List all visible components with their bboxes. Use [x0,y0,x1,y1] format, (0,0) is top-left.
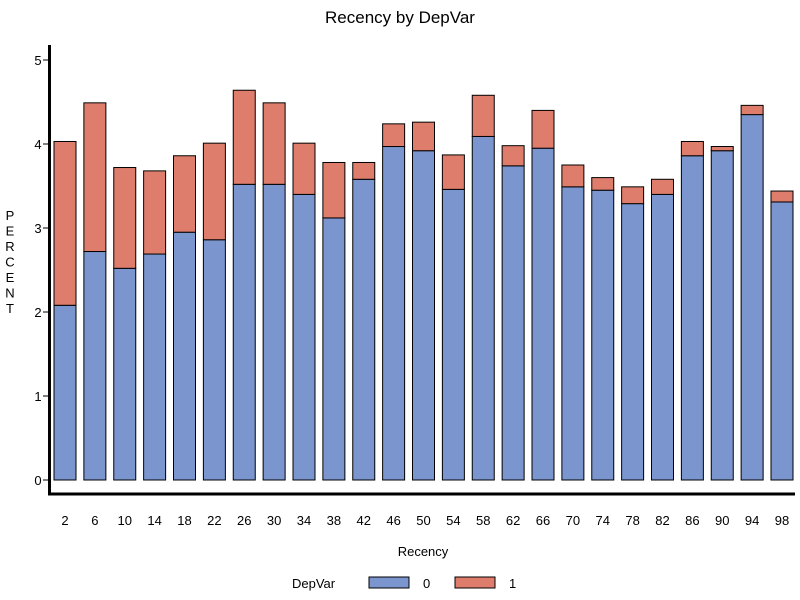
bar-depvar-0 [651,193,674,481]
x-tick-label: 90 [715,513,729,528]
bar-depvar-1 [143,170,167,255]
bar-depvar-1 [501,145,525,167]
bar-depvar-0 [680,155,704,481]
bar-depvar-1 [202,142,226,241]
x-tick-label: 50 [416,513,430,528]
x-tick-label: 78 [625,513,639,528]
legend-label-1: 1 [509,576,516,591]
x-tick-label: 86 [685,513,699,528]
x-tick-label: 46 [386,513,400,528]
bar-depvar-0 [262,183,286,481]
bar-depvar-1 [173,155,196,233]
bar-depvar-0 [382,146,406,481]
bar-depvar-1 [382,123,406,148]
x-tick-label: 42 [357,513,371,528]
x-tick-label: 14 [147,513,161,528]
x-tick-label: 62 [506,513,520,528]
chart-title: Recency by DepVar [325,8,475,27]
bar-depvar-0 [53,304,77,481]
y-tick-label: 1 [34,389,41,404]
y-axis-label-letter: R [5,239,14,254]
bar-depvar-1 [561,164,585,188]
bar-depvar-1 [292,142,316,195]
legend: DepVar 0 1 [292,576,516,591]
bar-depvar-1 [412,121,435,152]
y-tick-label: 4 [34,137,41,152]
bar-depvar-1 [262,102,286,185]
y-tick-label: 2 [34,305,41,320]
x-tick-label: 82 [655,513,669,528]
bar-depvar-1 [621,186,645,205]
legend-label-0: 0 [423,576,430,591]
bar-depvar-0 [113,267,137,481]
y-axis-label-letter: E [6,270,15,285]
bar-depvar-1 [83,102,107,253]
x-tick-label: 26 [237,513,251,528]
bar-depvar-1 [471,94,495,137]
bar-depvar-0 [143,253,167,481]
bar-depvar-0 [322,217,346,481]
bar-depvar-1 [531,109,555,149]
bar-depvar-1 [53,140,77,306]
x-tick-label: 6 [91,513,98,528]
bar-depvar-0 [710,150,734,481]
y-axis-label-letter: N [5,286,14,301]
bar-depvar-1 [740,104,764,116]
x-tick-label: 30 [267,513,281,528]
bar-depvar-0 [471,135,495,481]
x-tick-label: 18 [177,513,191,528]
y-axis-label-letter: E [6,224,15,239]
y-axis-label-letter: P [6,208,15,223]
legend-swatch-1 [454,576,496,589]
bar-depvar-0 [561,186,585,481]
bar-depvar-1 [680,140,704,157]
legend-swatch-0 [368,576,410,589]
bar-depvar-1 [113,167,137,269]
y-tick-label: 5 [34,53,41,68]
x-tick-label: 38 [327,513,341,528]
bar-depvar-0 [770,201,794,481]
bar-depvar-0 [173,231,196,481]
x-tick-label: 98 [775,513,789,528]
x-tick-label: 54 [446,513,460,528]
bar-depvar-1 [232,89,256,185]
bar-depvar-1 [710,146,734,152]
bar-depvar-0 [202,239,226,481]
bar-depvar-1 [352,161,376,180]
x-tick-label: 2 [61,513,68,528]
x-tick-label: 22 [207,513,221,528]
x-tick-label: 34 [297,513,311,528]
bar-depvar-0 [232,183,256,481]
x-tick-label: 10 [118,513,132,528]
y-tick-label: 3 [34,221,41,236]
bar-depvar-0 [501,165,525,481]
bar-depvar-0 [621,203,645,481]
legend-title: DepVar [292,576,336,591]
x-tick-label: 74 [596,513,610,528]
bar-depvar-1 [651,178,674,195]
bar-depvar-0 [531,147,555,481]
x-axis-label: Recency [398,544,449,559]
y-tick-label: 0 [34,473,41,488]
bar-depvar-0 [740,114,764,481]
x-tick-label: 66 [536,513,550,528]
y-axis-label-letter: T [6,301,14,316]
bar-depvar-1 [322,161,346,219]
x-tick-label: 58 [476,513,490,528]
x-tick-label: 94 [745,513,759,528]
bar-depvar-0 [83,251,107,481]
bar-depvar-1 [441,154,465,190]
bar-depvar-0 [412,150,435,481]
x-tick-label: 70 [566,513,580,528]
bar-depvar-0 [292,193,316,481]
bar-depvar-0 [591,189,615,481]
bar-depvar-1 [770,190,794,203]
bar-depvar-0 [441,188,465,481]
y-axis-label-letter: C [5,255,14,270]
bar-depvar-1 [591,177,615,191]
bar-depvar-0 [352,178,376,481]
